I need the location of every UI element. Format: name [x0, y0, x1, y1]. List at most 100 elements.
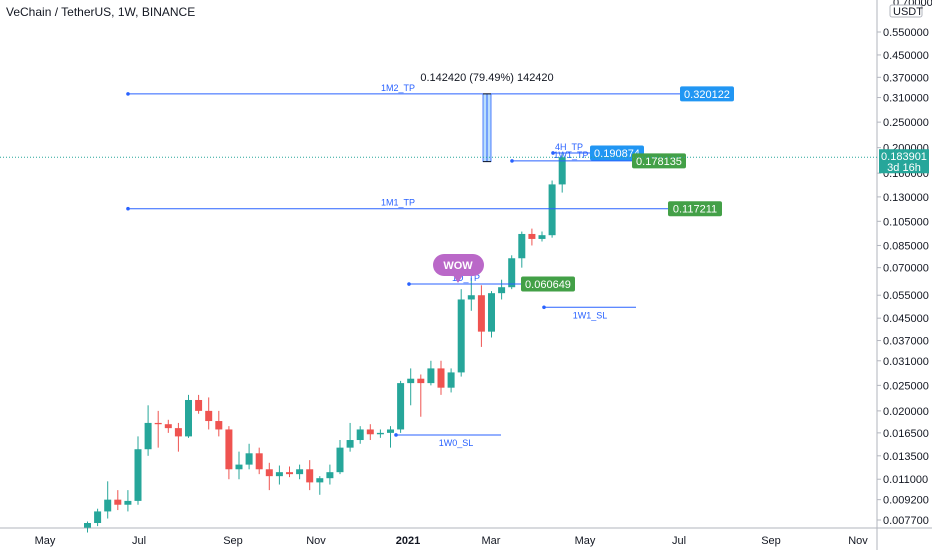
candle-body[interactable]	[286, 472, 293, 475]
candle-body[interactable]	[225, 429, 233, 470]
candle-body[interactable]	[154, 422, 162, 425]
y-tick-label: 0.020000	[883, 406, 929, 418]
candle-body[interactable]	[417, 378, 425, 384]
currency-label: USDT	[893, 6, 923, 18]
y-tick-label: 0.105000	[883, 216, 929, 228]
level-anchor	[407, 282, 411, 286]
candle-body[interactable]	[94, 511, 102, 524]
candle-body[interactable]	[144, 422, 152, 450]
price-badge	[521, 276, 575, 292]
price-badge-text: 0.178135	[636, 156, 682, 168]
current-price-text: 0.183901	[881, 151, 927, 163]
candle-body[interactable]	[195, 399, 203, 411]
candle-body[interactable]	[508, 258, 516, 288]
level-anchor	[126, 92, 130, 96]
candle-body[interactable]	[528, 233, 536, 239]
candle-body[interactable]	[134, 449, 142, 501]
x-tick-label: 2021	[396, 535, 420, 547]
candle-body[interactable]	[397, 383, 405, 430]
candle-body[interactable]	[84, 523, 91, 528]
y-tick-label: 0.055000	[883, 290, 929, 302]
candle-body[interactable]	[498, 287, 506, 294]
measure-label: 0.142420 (79.49%) 142420	[420, 72, 553, 84]
y-tick-label: 0.085000	[883, 240, 929, 252]
y-tick-label: 0.007700	[883, 515, 929, 527]
candle-body[interactable]	[356, 429, 364, 441]
x-tick-label: Sep	[223, 535, 243, 547]
candle-body[interactable]	[558, 157, 566, 185]
level-label: 1W1_TP	[553, 150, 588, 160]
candle-body[interactable]	[488, 293, 495, 332]
x-tick-label: Nov	[848, 535, 868, 547]
candle-body[interactable]	[387, 429, 394, 433]
candle-body[interactable]	[265, 469, 273, 477]
candle-body[interactable]	[174, 428, 182, 437]
candle-body[interactable]	[326, 472, 334, 479]
candle-body[interactable]	[275, 472, 283, 477]
candle-body[interactable]	[185, 399, 192, 437]
candle-body[interactable]	[316, 478, 324, 483]
x-tick-label: May	[575, 535, 596, 547]
level-anchor	[510, 159, 514, 163]
candle-body[interactable]	[235, 464, 243, 470]
y-tick-label: 0.450000	[883, 50, 929, 62]
x-tick-label: May	[35, 535, 56, 547]
candle-body[interactable]	[548, 184, 556, 236]
level-anchor	[394, 433, 398, 437]
candle-body[interactable]	[437, 368, 445, 388]
candle-body[interactable]	[366, 429, 374, 435]
candle-body[interactable]	[245, 453, 253, 465]
note-bubble[interactable]	[433, 254, 484, 276]
price-badge-text: 0.117211	[673, 204, 717, 216]
candle-body[interactable]	[205, 410, 213, 422]
price-badge-text: 0.190874	[594, 148, 640, 160]
level-label: 1D_TP	[452, 273, 480, 283]
candle-body[interactable]	[407, 378, 415, 384]
current-price-badge	[879, 149, 929, 174]
level-anchor	[551, 151, 555, 155]
level-anchor	[126, 206, 130, 211]
price-badge	[590, 145, 644, 161]
x-tick-label: Sep	[761, 535, 781, 547]
candle-body[interactable]	[306, 469, 314, 483]
level-label: 1W1_SL	[573, 310, 608, 320]
price-badge-text: 0.060649	[525, 279, 571, 291]
candle-body[interactable]	[215, 421, 223, 430]
candle-body[interactable]	[346, 440, 354, 448]
candle-body[interactable]	[114, 499, 122, 505]
y-tick-label: 0.037000	[883, 336, 929, 348]
candle-body[interactable]	[427, 368, 435, 384]
y-tick-label: 0.011000	[883, 474, 928, 486]
y-tick-label: 0.250000	[883, 117, 929, 129]
candle-body[interactable]	[518, 233, 526, 259]
level-label: 1W0_SL	[439, 438, 474, 448]
candle-body[interactable]	[376, 432, 384, 435]
candle-body[interactable]	[104, 499, 112, 512]
y-tick-label: 0.045000	[883, 313, 929, 325]
y-tick-label: 0.550000	[883, 27, 929, 39]
candle-body[interactable]	[477, 295, 485, 332]
candle-body[interactable]	[447, 372, 455, 388]
y-tick-label: 0.013500	[883, 451, 929, 463]
level-label: 1M2_TP	[381, 83, 415, 93]
y-tick-label: 0.025000	[883, 380, 929, 392]
x-tick-label: Jul	[132, 535, 146, 547]
level-anchor	[542, 305, 546, 310]
candle-body[interactable]	[336, 447, 344, 473]
chart-title: VeChain / TetherUS, 1W, BINANCE	[6, 5, 196, 19]
countdown-text: 3d 16h	[887, 162, 921, 174]
candle-body[interactable]	[457, 299, 465, 373]
y-tick-label: 0.070000	[883, 263, 929, 275]
candle-body[interactable]	[124, 500, 132, 505]
candle-body[interactable]	[296, 469, 304, 475]
candle-body[interactable]	[538, 235, 546, 239]
x-tick-label: Jul	[672, 535, 686, 547]
x-tick-label: Nov	[306, 535, 326, 547]
currency-box[interactable]	[889, 4, 923, 18]
candle-body[interactable]	[164, 424, 172, 429]
level-label: 4H_TP	[555, 142, 583, 152]
candle-body[interactable]	[255, 453, 263, 470]
level-label: 1M1_TP	[381, 198, 415, 208]
candle-body[interactable]	[467, 295, 475, 300]
